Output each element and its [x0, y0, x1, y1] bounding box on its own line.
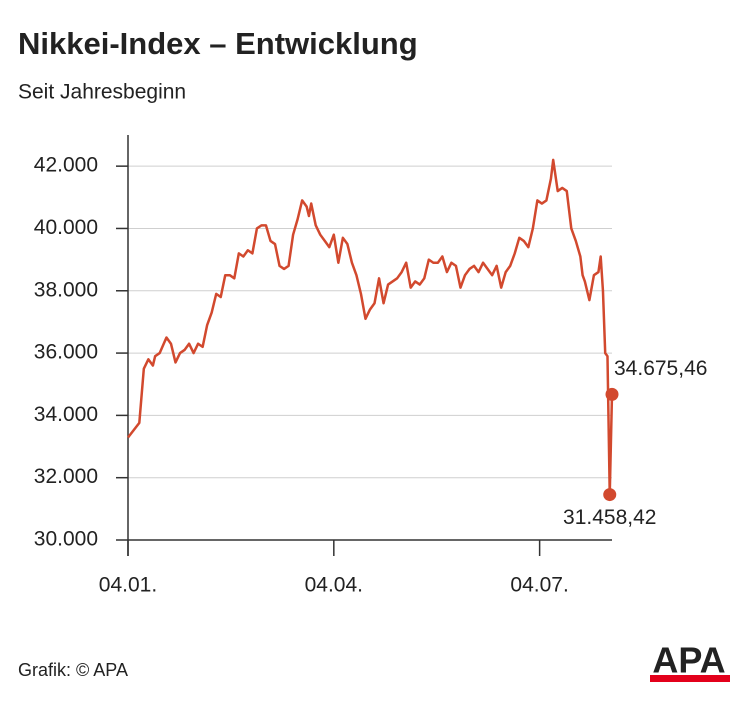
- logo: APA: [652, 640, 725, 681]
- y-tick-label: 32.000: [34, 465, 98, 488]
- y-tick-label: 34.000: [34, 403, 98, 426]
- value-label: 34.675,46: [614, 357, 707, 380]
- chart-subtitle: Seit Jahresbeginn: [18, 81, 186, 104]
- y-tick-label: 42.000: [34, 154, 98, 177]
- y-tick-label: 38.000: [34, 278, 98, 301]
- data-point: [605, 387, 619, 401]
- y-tick-label: 40.000: [34, 216, 98, 239]
- y-tick-label: 36.000: [34, 341, 98, 364]
- source: Grafik: © APA: [18, 660, 128, 680]
- data-point: [603, 488, 617, 502]
- x-tick-label: 04.04.: [305, 574, 363, 597]
- x-tick-label: 04.07.: [510, 574, 568, 597]
- value-label: 31.458,42: [563, 506, 656, 529]
- x-tick-label: 04.01.: [99, 574, 157, 597]
- chart-title: Nikkei-Index – Entwicklung: [18, 26, 418, 61]
- y-tick-label: 30.000: [34, 528, 98, 551]
- data-line: [127, 158, 614, 496]
- logo-bar: [650, 675, 730, 682]
